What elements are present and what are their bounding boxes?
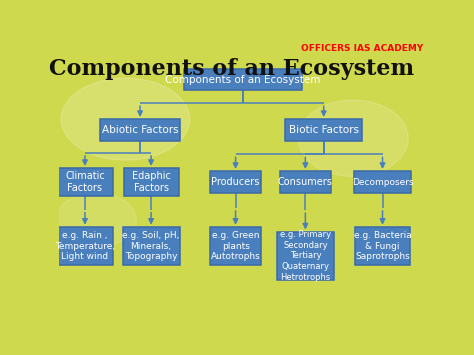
Text: OFFICERS IAS ACADEMY: OFFICERS IAS ACADEMY [301,44,423,53]
Text: e.g. Green
plants
Autotrophs: e.g. Green plants Autotrophs [211,231,260,262]
FancyBboxPatch shape [57,227,112,266]
Ellipse shape [61,78,190,160]
FancyBboxPatch shape [124,168,179,196]
Text: Consumers: Consumers [278,177,333,187]
FancyBboxPatch shape [210,171,261,193]
FancyBboxPatch shape [210,227,261,266]
Text: Producers: Producers [211,177,260,187]
Text: Abiotic Factors: Abiotic Factors [102,125,178,135]
Text: e.g. Bacteria
& Fungi
Saprotrophs: e.g. Bacteria & Fungi Saprotrophs [354,231,411,262]
Text: e.g. Primary
Secondary
Tertiary
Quaternary
Hetrotrophs: e.g. Primary Secondary Tertiary Quaterna… [280,230,331,282]
Text: e.g. Soil, pH,
Minerals,
Topography: e.g. Soil, pH, Minerals, Topography [122,231,180,262]
FancyBboxPatch shape [355,227,410,266]
FancyBboxPatch shape [277,232,334,280]
Text: Climatic
Factors: Climatic Factors [65,171,105,193]
Text: Edaphic
Factors: Edaphic Factors [132,171,171,193]
Text: Biotic Factors: Biotic Factors [289,125,359,135]
Text: e.g. Rain ,
Temperature,
Light wind: e.g. Rain , Temperature, Light wind [55,231,115,262]
FancyBboxPatch shape [100,119,181,141]
FancyBboxPatch shape [285,119,362,141]
FancyBboxPatch shape [280,171,331,193]
Text: Components of an Ecosystem: Components of an Ecosystem [165,75,320,84]
FancyBboxPatch shape [354,171,411,193]
FancyBboxPatch shape [123,227,180,266]
Ellipse shape [55,193,137,248]
Text: Components of an Ecosystem: Components of an Ecosystem [49,58,414,80]
Ellipse shape [298,100,408,176]
FancyBboxPatch shape [57,168,112,196]
Text: Decomposers: Decomposers [352,178,413,186]
FancyBboxPatch shape [184,69,301,90]
